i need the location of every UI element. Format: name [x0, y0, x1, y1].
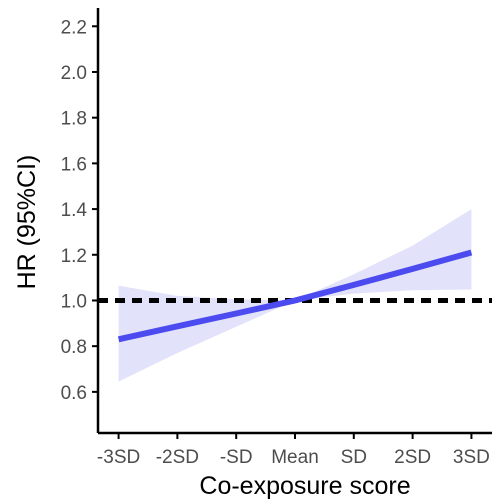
y-tick-label: 1.4 — [61, 200, 88, 221]
y-tick-label: 2.2 — [61, 17, 87, 38]
confidence-band — [118, 209, 472, 382]
x-tick-label: 3SD — [453, 447, 490, 468]
y-tick-label: 2.0 — [61, 63, 87, 84]
x-axis-title: Co-exposure score — [199, 472, 410, 500]
x-tick-label: 2SD — [394, 447, 431, 468]
x-tick-label: -2SD — [156, 447, 199, 468]
hr-line — [117, 249, 473, 343]
x-tick-label: -SD — [220, 447, 253, 468]
y-tick-label: 1.0 — [61, 291, 87, 312]
y-tick-label: 1.8 — [61, 109, 87, 130]
y-axis-title: HR (95%CI) — [13, 155, 41, 290]
y-tick-label: 0.6 — [61, 383, 87, 404]
plot-area — [98, 209, 492, 382]
x-tick-label: -3SD — [97, 447, 140, 468]
y-tick-label: 1.6 — [61, 154, 87, 175]
axes: 0.6 0.8 1.0 1.2 1.4 1.6 1.8 2.0 2.2 -3SD -2SD -SD Me… — [61, 8, 492, 468]
y-tick-label: 1.2 — [61, 246, 87, 267]
x-tick-label: SD — [341, 447, 367, 468]
y-tick-label: 0.8 — [61, 337, 87, 358]
x-tick-label: Mean — [271, 447, 319, 468]
